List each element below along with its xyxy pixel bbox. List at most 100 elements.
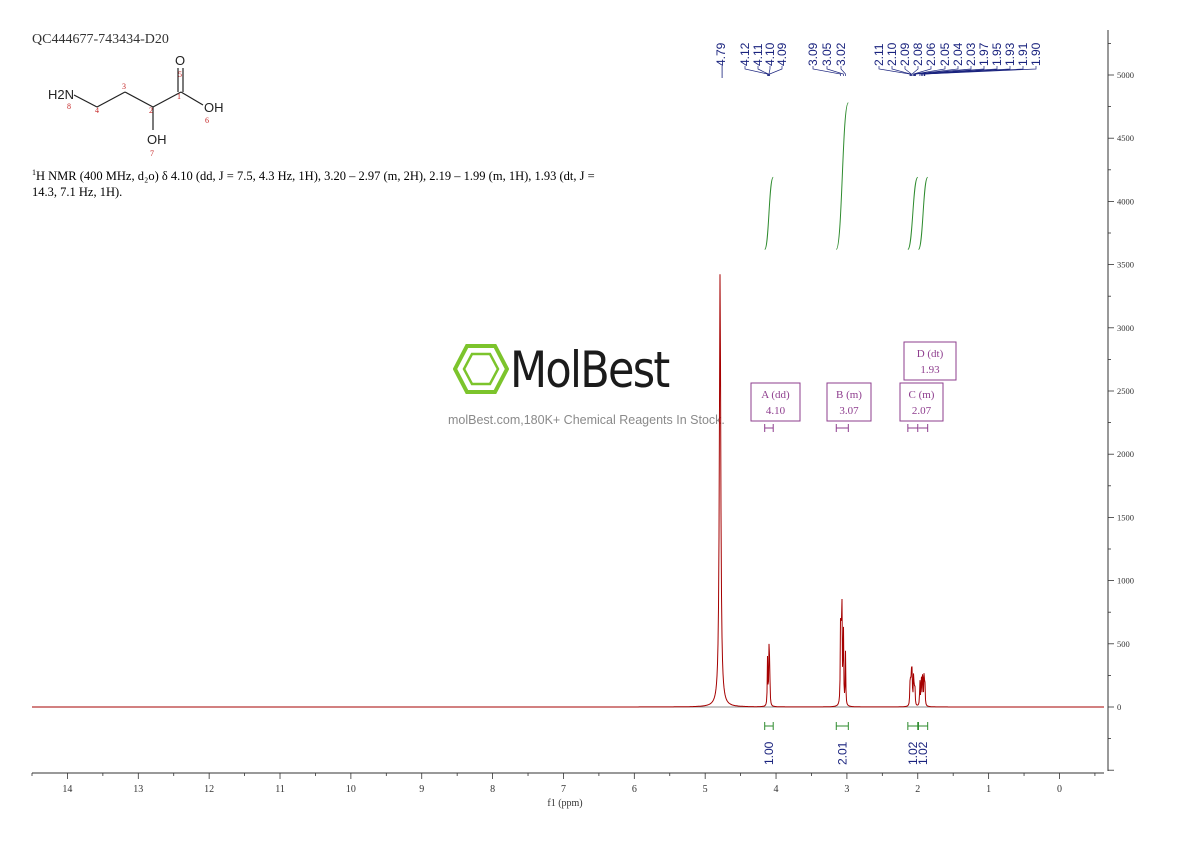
y-tick-label: 4500: [1117, 133, 1134, 143]
multiplet-box: [826, 382, 872, 422]
peak-label-leader: [768, 66, 771, 76]
atom-number-3: 3: [122, 82, 126, 91]
x-tick-label: 11: [275, 784, 285, 795]
x-tick-label: 4: [774, 784, 779, 795]
nmr-description-text: H NMR (400 MHz, d₂o) δ 4.10 (dd, J = 7.5…: [32, 169, 595, 200]
y-tick-label: 1500: [1117, 512, 1134, 522]
peak-label: 1.97: [977, 42, 991, 66]
integral-value: 2.01: [835, 741, 849, 765]
integral-curve: [917, 176, 929, 250]
peak-label: 2.08: [911, 42, 925, 66]
peak-label: 2.05: [938, 42, 952, 66]
peak-label: 2.04: [951, 42, 965, 66]
atom-number-1: 1: [177, 92, 181, 101]
peak-label-leader: [924, 66, 1037, 76]
peak-label: 2.10: [885, 42, 899, 66]
peak-label-leader: [757, 66, 769, 76]
peak-label-leader: [826, 66, 844, 76]
peak-label: 2.11: [872, 43, 886, 66]
integral-curve: [835, 102, 849, 250]
watermark-tagline: molBest.com,180K+ Chemical Reagents In S…: [448, 413, 725, 427]
y-tick-label: 5000: [1117, 70, 1134, 80]
multiplet-box: [899, 382, 944, 422]
peak-label-leader: [744, 66, 768, 76]
peak-label: 4.10: [763, 42, 777, 66]
nucleus-superscript: 1: [32, 168, 36, 177]
peak-label-leader: [915, 66, 972, 76]
hydroxy-oh-label: OH: [147, 132, 167, 147]
carbonyl-oxygen-label: O: [175, 53, 185, 68]
nmr-description: 1H NMR (400 MHz, d₂o) δ 4.10 (dd, J = 7.…: [32, 165, 612, 200]
integral-curve: [907, 176, 919, 250]
peak-label: 2.09: [898, 42, 912, 66]
peak-label: 4.11: [751, 43, 765, 66]
y-tick-label: 500: [1117, 639, 1130, 649]
peak-label: 3.02: [834, 42, 848, 66]
peak-label-leader: [913, 66, 932, 76]
integral-value: 1.02: [916, 741, 930, 765]
x-tick-label: 8: [490, 784, 495, 795]
x-tick-label: 7: [561, 784, 566, 795]
peak-label-leader: [911, 66, 919, 76]
multiplet-shift: 1.93: [920, 364, 940, 376]
atom-number-5: 5: [178, 70, 182, 79]
amine-label: H2N: [48, 87, 74, 102]
peak-label-leader: [904, 66, 912, 76]
y-tick-label: 2000: [1117, 449, 1134, 459]
x-axis-label: f1 (ppm): [547, 798, 582, 809]
x-tick-label: 5: [703, 784, 708, 795]
multiplet-box: [903, 341, 957, 381]
atom-number-6: 6: [205, 116, 209, 125]
multiplet-label: B (m): [836, 389, 862, 401]
x-tick-label: 1: [986, 784, 991, 795]
x-tick-label: 10: [346, 784, 356, 795]
chemical-structure: H2N O OH OH 1 2 3 4 5 6 7 8: [48, 53, 224, 158]
atom-number-4: 4: [95, 106, 99, 115]
x-tick-label: 12: [204, 784, 214, 795]
multiplet-label: A (dd): [761, 389, 790, 401]
y-tick-label: 1000: [1117, 576, 1134, 586]
watermark-brand: MolBest: [510, 341, 670, 399]
integral-value: 1.02: [906, 741, 920, 765]
spectrum-series: [32, 274, 1104, 708]
y-tick-label: 4000: [1117, 196, 1134, 206]
x-tick-label: 13: [133, 784, 143, 795]
molbest-logo-icon: [453, 344, 509, 394]
peak-label: 3.09: [806, 42, 820, 66]
x-tick-label: 9: [419, 784, 424, 795]
peak-label: 1.95: [990, 42, 1004, 66]
y-tick-label: 3500: [1117, 260, 1134, 270]
sample-id: QC444677-743434-D20: [32, 32, 169, 47]
x-tick-label: 6: [632, 784, 637, 795]
multiplet-box: [750, 382, 801, 422]
peak-label: 1.91: [1016, 42, 1030, 66]
x-tick-label: 0: [1057, 784, 1062, 795]
y-tick-label: 2500: [1117, 386, 1134, 396]
peak-label-leader: [914, 66, 959, 76]
y-tick-label: 3000: [1117, 323, 1134, 333]
atom-number-8: 8: [67, 102, 71, 111]
peak-label-leader: [840, 66, 846, 76]
peak-label-leader: [919, 66, 985, 76]
peak-label-leader: [891, 66, 912, 76]
peak-label-leader: [920, 66, 998, 76]
integral-value: 1.00: [762, 741, 776, 765]
peak-label-leader: [769, 66, 783, 76]
y-tick-label: 0: [1117, 702, 1121, 712]
peak-label: 2.06: [924, 42, 938, 66]
peak-label: 4.12: [738, 42, 752, 66]
integral-curve: [764, 176, 774, 250]
peak-label: 1.93: [1003, 42, 1017, 66]
multiplet-label: D (dt): [917, 348, 944, 360]
x-tick-label: 3: [844, 784, 849, 795]
multiplet-shift: 3.07: [839, 405, 859, 417]
peak-label: —4.79: [714, 42, 728, 78]
peak-label-leader: [922, 66, 1011, 76]
multiplet-label: C (m): [909, 389, 935, 401]
acid-oh-label: OH: [204, 100, 224, 115]
multiplet-shift: 4.10: [766, 405, 786, 417]
atom-number-7: 7: [150, 149, 154, 158]
peak-label-leader: [913, 66, 946, 76]
peak-label: 2.03: [964, 42, 978, 66]
